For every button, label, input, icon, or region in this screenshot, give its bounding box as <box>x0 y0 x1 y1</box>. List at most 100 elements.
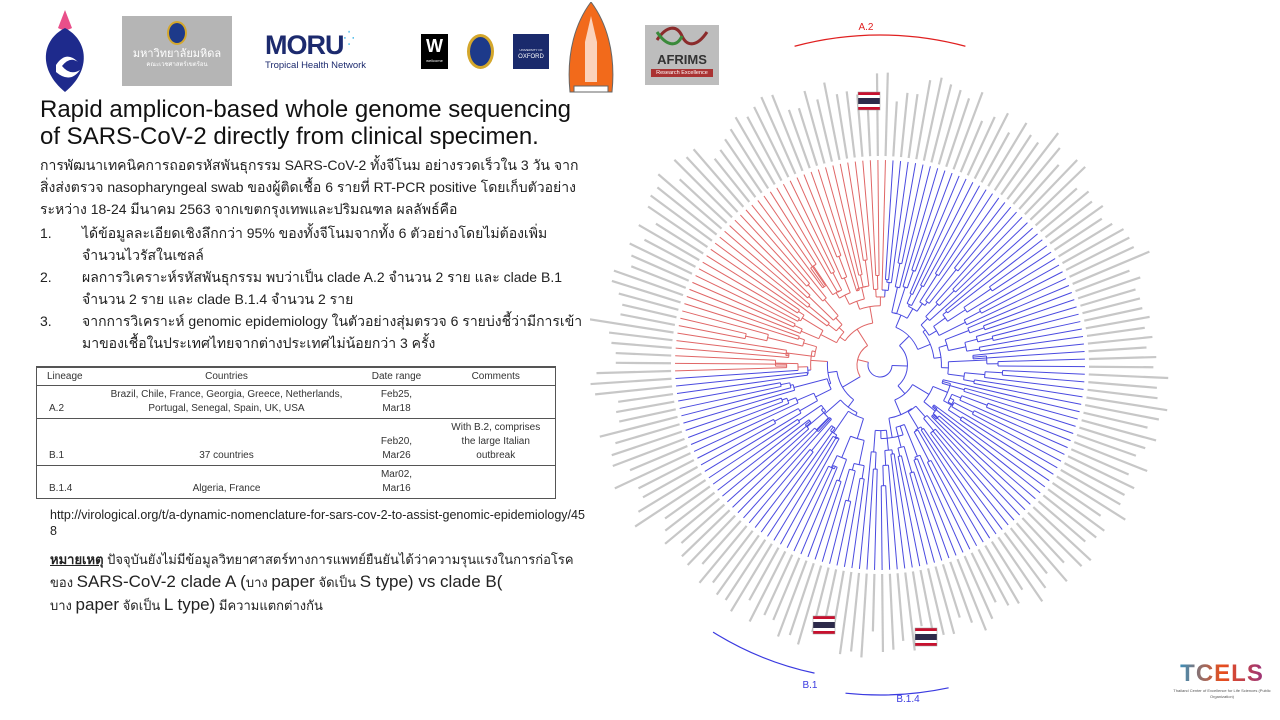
leaf-label <box>673 159 733 219</box>
tree-branch <box>821 469 850 562</box>
leaf-label <box>599 415 678 438</box>
tree-branch <box>677 332 787 351</box>
tree-branch <box>683 389 795 424</box>
leaf-label <box>1086 326 1145 338</box>
tree-arc <box>945 310 948 314</box>
tree-arc <box>906 302 912 307</box>
tree-branch <box>888 418 893 438</box>
tree-branch <box>830 455 838 468</box>
leaf-label <box>618 392 674 403</box>
tree-branch <box>915 405 926 418</box>
tree-branch <box>991 251 1052 292</box>
tree-branch <box>906 308 914 319</box>
tree-arc <box>909 471 914 474</box>
tree-branch <box>839 163 863 275</box>
tree-branch <box>979 264 1060 310</box>
tree-branch <box>947 239 1043 314</box>
tree-branch <box>903 446 913 473</box>
tree-branch <box>931 416 1026 511</box>
tree-branch <box>881 160 886 291</box>
tree-branch <box>802 317 824 331</box>
tree-branch <box>810 171 842 256</box>
reference-link[interactable]: http://virological.org/t/a-dynamic-nomen… <box>50 507 585 538</box>
leaf-label <box>1037 500 1086 543</box>
tree-branch <box>858 451 872 570</box>
result-item: 2. ผลการวิเคราะห์รหัสพันธุกรรม พบว่าเป็น … <box>40 269 562 307</box>
tree-branch <box>842 376 861 388</box>
tree-branch <box>974 379 1083 398</box>
leaf-label <box>915 79 932 160</box>
thai-flag-icon <box>812 615 836 635</box>
leaf-label <box>926 568 945 636</box>
tree-branch <box>930 432 1003 530</box>
leaf-label <box>911 571 923 627</box>
tree-branch <box>843 277 851 293</box>
tree-branch <box>943 400 952 406</box>
intro-paragraph: การพัฒนาเทคนิคการถอดรหัสพันธุกรรม SARS-C… <box>40 157 579 217</box>
tree-branch <box>964 372 985 376</box>
tree-branch <box>859 274 864 288</box>
leaf-label <box>1018 164 1060 210</box>
tree-branch <box>816 417 829 431</box>
tree-branch <box>838 459 847 481</box>
tree-branch <box>926 415 1021 516</box>
tree-branch <box>839 336 846 342</box>
leaf-label <box>973 112 1009 180</box>
leaf-label <box>1024 159 1078 216</box>
leaf-label <box>615 423 680 445</box>
tree-arc <box>985 403 989 408</box>
leaf-label <box>657 173 723 230</box>
tree-branch <box>787 397 796 402</box>
tree-arc <box>925 300 930 304</box>
tree-branch <box>856 288 859 291</box>
tree-branch <box>695 275 796 325</box>
tree-arc <box>863 259 868 261</box>
leaf-label <box>1015 522 1068 583</box>
leaf-label <box>729 128 770 190</box>
tree-branch <box>810 267 825 288</box>
tcels-logo: TCELS Thailand Center of Excellence for … <box>1173 660 1271 699</box>
tree-arc <box>828 465 835 470</box>
tree-branch <box>805 420 811 426</box>
leaf-label <box>956 558 987 631</box>
leaf-label <box>1049 205 1104 245</box>
leaf-label <box>664 491 716 532</box>
tree-branch <box>739 214 808 287</box>
leaf-label <box>650 194 713 242</box>
tree-branch <box>806 410 827 428</box>
tree-branch <box>830 426 834 432</box>
tree-branch <box>964 338 978 343</box>
leaf-label <box>1060 468 1121 506</box>
tree-branch <box>801 330 819 340</box>
tree-branch <box>820 334 837 344</box>
tree-branch <box>997 358 1085 363</box>
leaf-label <box>1067 455 1135 490</box>
table-row: B.1.4 Algeria, France Mar02, Mar16 <box>36 465 556 499</box>
tree-arc <box>858 274 863 276</box>
tree-branch <box>920 426 923 430</box>
note-label: หมายเหตุ <box>50 551 104 567</box>
tree-branch <box>675 347 789 358</box>
tree-branch <box>963 379 975 383</box>
tree-branch <box>947 373 965 377</box>
table-row: A.2 Brazil, Chile, France, Georgia, Gree… <box>36 385 556 419</box>
leaf-label <box>1047 488 1105 532</box>
leaf-label <box>875 73 879 157</box>
tree-branch <box>938 193 993 276</box>
clade-label-b14: B.1.4 <box>896 694 920 705</box>
leaf-label <box>642 465 699 499</box>
leaf-label <box>959 120 984 173</box>
tree-branch <box>877 160 880 276</box>
tree-branch <box>767 337 803 347</box>
tree-arc <box>931 414 934 417</box>
tree-branch <box>989 245 1048 288</box>
leaf-label <box>1058 222 1113 258</box>
leaf-label <box>860 573 868 658</box>
tree-branch <box>985 371 1003 374</box>
tree-arc <box>886 281 892 284</box>
tree-branch <box>844 294 850 305</box>
tree-branch <box>676 340 790 355</box>
leaf-label <box>1032 506 1092 562</box>
tree-branch <box>754 451 814 528</box>
tree-branch <box>891 449 893 455</box>
